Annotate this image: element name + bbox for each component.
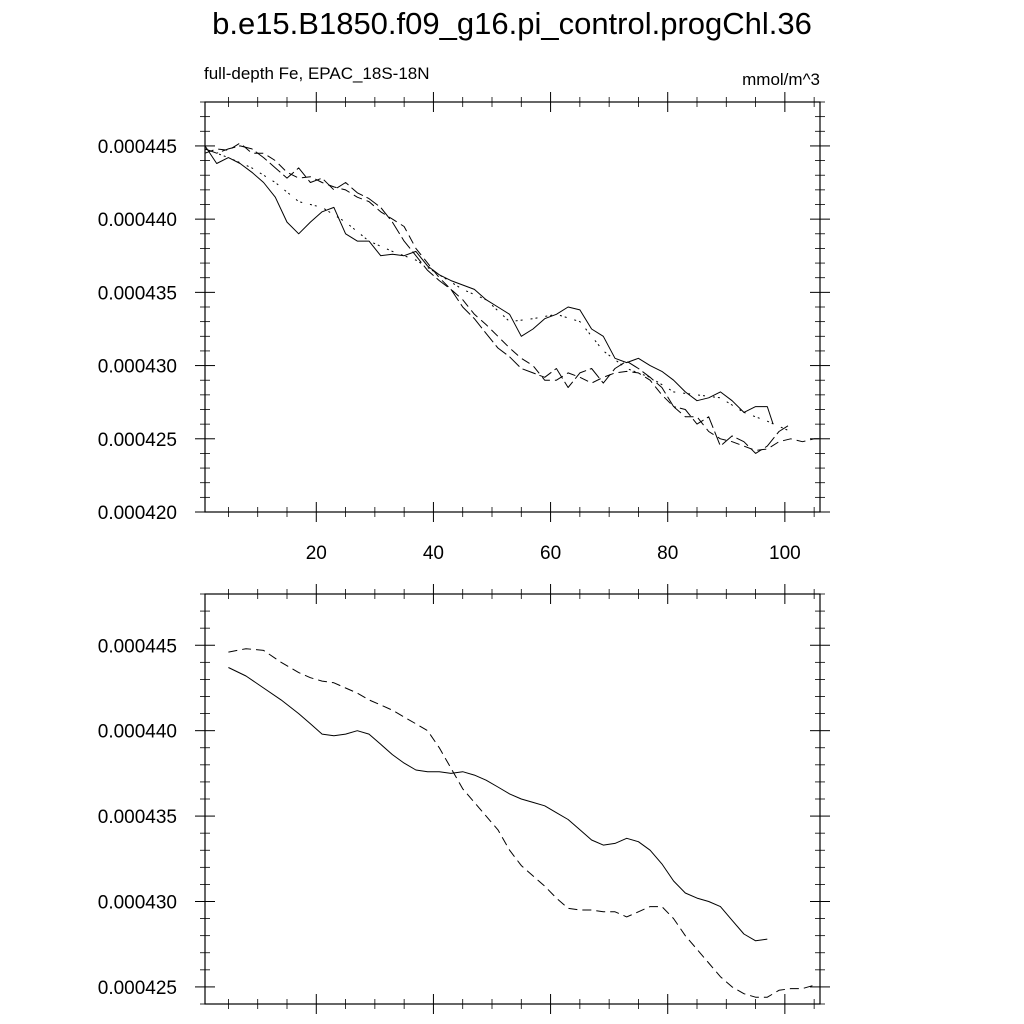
y-tick-label: 0.000430 [98,893,177,914]
series-line-solid [228,667,768,942]
y-tick-label: 0.000430 [98,357,177,378]
y-tick-label: 0.000440 [98,210,177,231]
top-line-panel: 20 40 60 80 100 0.000420 0.000425 0.000430 0.000… [98,92,830,564]
series-line-dashed [228,648,815,998]
chart-title: b.e15.B1850.f09_g16.pi_control.progChl.3… [212,6,812,41]
x-tick-label: 80 [657,543,678,564]
y-tick-label: 0.000445 [98,137,177,158]
y-tick-label: 0.000425 [98,978,177,999]
y-tick-label: 0.000440 [98,722,177,743]
series-line-dashed [204,142,820,451]
y-tick-label: 0.000420 [98,503,177,524]
series-line-solid [204,145,774,425]
x-tick-label: 40 [423,543,444,564]
y-tick-label: 0.000425 [98,430,177,451]
y-tick-label: 0.000435 [98,283,177,304]
plot-frame [204,101,821,513]
series-line-long-dash [204,145,791,454]
x-tick-label: 60 [540,543,561,564]
x-tick-label: 100 [769,543,801,564]
plot-frame [204,593,821,1005]
bottom-line-panel: 0.000425 0.000430 0.000435 0.000440 0.000445 [98,584,830,1014]
y-tick-label: 0.000435 [98,807,177,828]
chart-subtitle-units: mmol/m^3 [742,70,820,89]
series-line-dash-dot [204,148,791,432]
x-tick-label: 20 [306,543,327,564]
y-tick-label: 0.000445 [98,636,177,657]
chart-subtitle-variable: full-depth Fe, EPAC_18S-18N [204,64,430,83]
